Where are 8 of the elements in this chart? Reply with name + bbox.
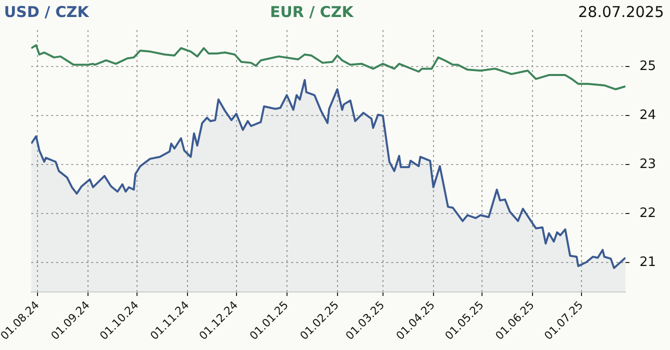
y-tick-label: 22 [639,206,656,222]
text: 28.07.2025 [578,3,664,21]
y-tick-label: 23 [639,157,656,172]
y-tick-label: 24 [639,108,656,124]
y-tick-label: 25 [639,59,656,74]
y-tick-label: 21 [639,255,656,270]
text: EUR / CZK [270,3,354,21]
text: USD / CZK [4,3,89,21]
